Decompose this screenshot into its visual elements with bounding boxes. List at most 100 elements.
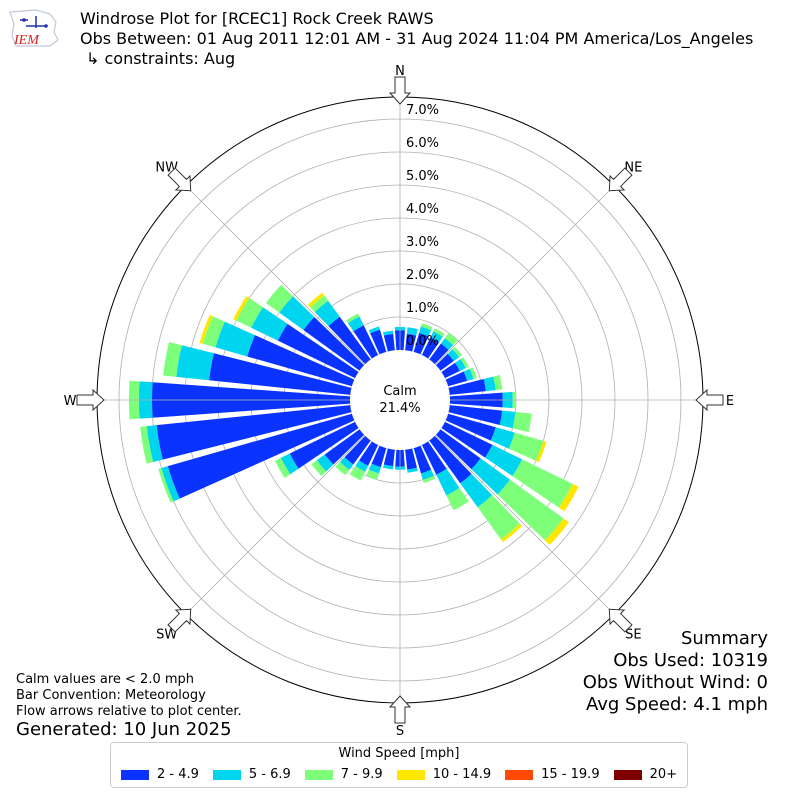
legend-label: 7 - 9.9: [340, 767, 383, 782]
windrose-bar-segment: [463, 368, 474, 381]
flow-arrow-icon: [76, 388, 105, 412]
windrose-bar-segment: [314, 300, 340, 327]
logo-text: IEM: [13, 33, 40, 48]
windrose-bar-segment: [429, 435, 472, 484]
radial-tick-label: 2.0%: [406, 268, 439, 283]
direction-label: S: [396, 724, 404, 739]
iem-logo: IEM: [9, 9, 59, 48]
windrose-bar-segment: [441, 421, 493, 458]
calm-value: 21.4%: [379, 401, 420, 416]
windrose-bar-segment: [339, 457, 354, 470]
windrose-bar-segment: [460, 357, 469, 369]
constraints-text: ↳ constraints: Aug: [86, 49, 236, 68]
windrose-bar-segment: [405, 448, 418, 470]
windrose-bar-segment: [277, 323, 359, 379]
legend-swatch: [505, 769, 534, 780]
windrose-bar-segment: [455, 359, 466, 371]
windrose-bar-segment: [420, 323, 433, 331]
windrose-bar-segment: [536, 440, 547, 463]
windrose-bar-segment: [311, 460, 327, 477]
windrose-bar-segment: [289, 421, 359, 469]
chart-header: Windrose Plot for [RCEC1] Rock Creek RAW…: [80, 9, 753, 69]
windrose-bar-segment: [446, 487, 469, 511]
windrose-bar-segment: [429, 343, 449, 365]
legend-label: 2 - 4.9: [156, 767, 199, 782]
legend: Wind Speed [mph] 2 - 4.9 5 - 6.9 7 - 9.9…: [110, 742, 688, 788]
windrose-bar-segment: [382, 330, 394, 336]
windrose-bar-segment: [558, 483, 579, 512]
windrose-bar-segment: [176, 345, 214, 381]
windrose-bar-segment: [420, 469, 434, 480]
windrose-bar-segment: [477, 495, 520, 540]
windrose-bar-segment: [146, 425, 163, 463]
windrose-bar-segment: [490, 427, 515, 449]
windrose-bar-segment: [383, 333, 395, 352]
legend-swatch: [212, 769, 241, 780]
windrose-bar-segment: [353, 325, 379, 359]
windrose-bar-segment: [435, 429, 481, 470]
windrose-bar-segment: [441, 362, 460, 379]
windrose-bar-segment: [508, 432, 544, 461]
legend-label: 20+: [649, 767, 678, 782]
windrose-bar-segment: [215, 321, 255, 357]
windrose-bar-segment: [413, 332, 429, 355]
windrose-bar-segment: [163, 341, 182, 377]
windrose-bar-segment: [371, 445, 387, 468]
chart-notes: Calm values are < 2.0 mph Bar Convention…: [16, 672, 242, 720]
windrose-bar-segment: [433, 328, 445, 337]
windrose-bar-segment: [435, 353, 454, 371]
windrose-bar-segment: [346, 313, 360, 324]
flow-arrow-icon: [695, 388, 724, 412]
legend-items: 2 - 4.9 5 - 6.9 7 - 9.9 10 - 14.9 15 - 1…: [111, 767, 687, 782]
windrose-bar-segment: [236, 297, 263, 328]
radial-tick-label: 7.0%: [406, 103, 439, 118]
legend-swatch: [613, 769, 642, 780]
direction-axis: [185, 399, 401, 615]
flow-arrow-icon: [167, 167, 192, 192]
calm-label: Calm: [383, 384, 416, 399]
flow-arrow-icon: [608, 608, 633, 633]
radial-tick-label: 1.0%: [406, 301, 439, 316]
windrose-bar-segment: [383, 448, 395, 467]
windrose-bar-segment: [324, 429, 365, 465]
legend-label: 10 - 14.9: [432, 767, 492, 782]
windrose-bar-segment: [344, 435, 371, 465]
legend-label: 15 - 19.9: [541, 767, 600, 782]
bar-convention-note: Bar Convention: Meteorology: [16, 688, 206, 703]
windrose-bar-segment: [167, 413, 355, 499]
windrose-bar-segment: [485, 444, 523, 477]
flow-arrow-icon: [167, 608, 192, 633]
legend-item: 5 - 6.9: [212, 767, 291, 782]
direction-label: N: [395, 64, 405, 79]
legend-swatch: [120, 769, 149, 780]
windrose-bar-segment: [279, 296, 315, 331]
radial-tick-labels: 0.0% 1.0% 2.0% 3.0% 4.0% 5.0% 6.0% 7.0%: [406, 103, 439, 349]
legend-swatch: [396, 769, 425, 780]
generated-date: Generated: 10 Jun 2025: [16, 719, 232, 740]
windrose-bar-segment: [307, 292, 325, 308]
obs-without-wind: Obs Without Wind: 0: [582, 672, 768, 693]
flow-arrow-icon: [608, 167, 633, 192]
windrose-bar-segment: [413, 445, 432, 474]
windrose-bar-segment: [447, 349, 460, 362]
windrose-bar-segment: [421, 337, 440, 359]
legend-title: Wind Speed [mph]: [338, 746, 460, 761]
legend-swatch: [304, 769, 333, 780]
windrose-bar-segment: [419, 326, 432, 337]
flow-note: Flow arrows relative to plot center.: [16, 704, 242, 719]
windrose-bar-segment: [161, 466, 180, 502]
windrose-bar-segment: [460, 473, 493, 508]
windrose-bar-segment: [202, 316, 225, 348]
windrose-bar-segment: [512, 411, 532, 433]
windrose-bar-segment: [310, 295, 329, 312]
windrose-bar-segment: [407, 467, 418, 473]
windrose-bar-segment: [382, 464, 394, 470]
windrose-bar-segment: [366, 469, 380, 480]
windrose-bar-segment: [199, 314, 213, 344]
windrose-bar-segment: [370, 329, 387, 355]
windrose-bar-segment: [328, 316, 371, 365]
windrose-bar-segment: [448, 405, 503, 426]
windrose-bar-segment: [471, 458, 511, 495]
legend-item: 15 - 19.9: [505, 767, 600, 782]
